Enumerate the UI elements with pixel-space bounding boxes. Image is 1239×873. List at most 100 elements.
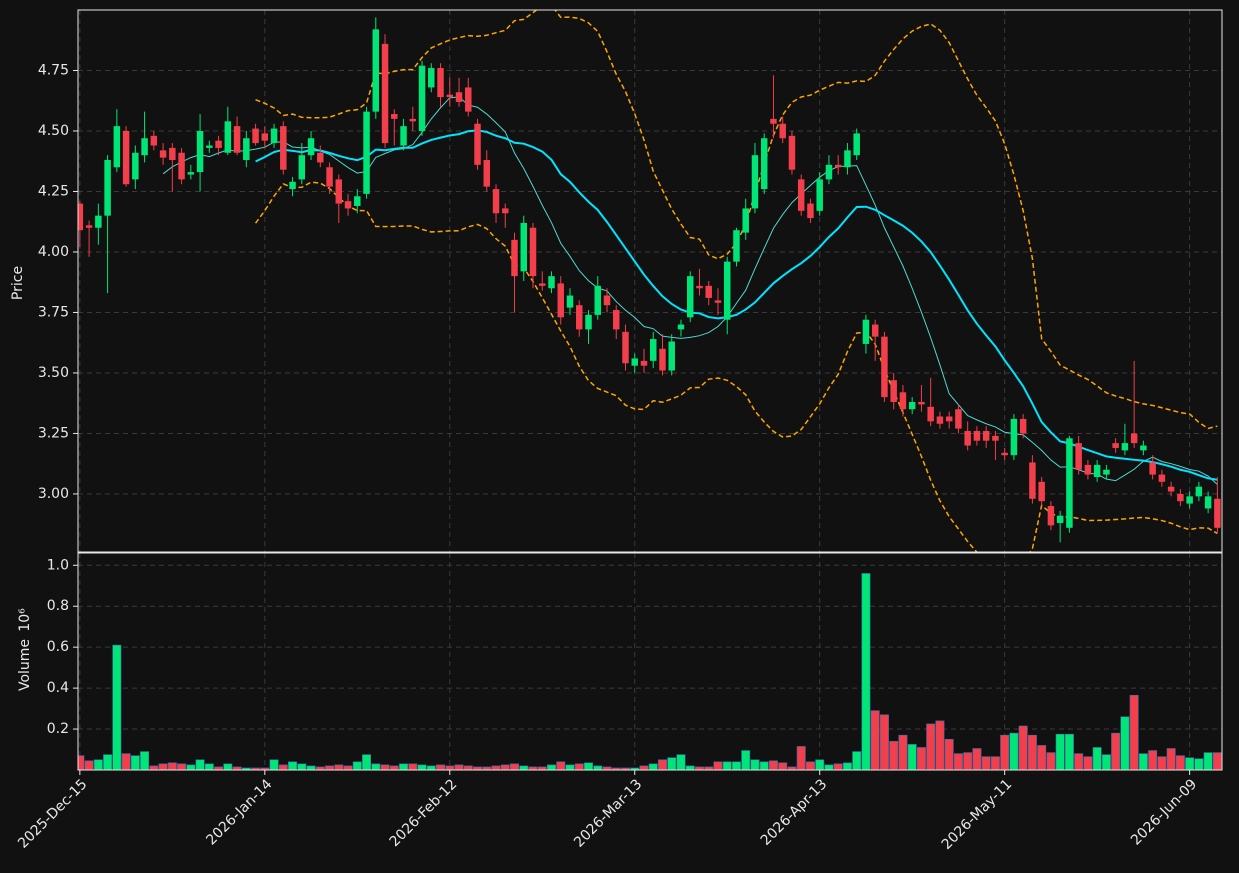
price-tick-label: 3.75 <box>38 304 69 320</box>
volume-bar <box>879 714 889 770</box>
candle-body <box>631 358 638 366</box>
candle-body <box>381 43 389 144</box>
volume-bar <box>574 763 584 770</box>
candle-body <box>557 283 564 318</box>
candle-body <box>85 225 93 228</box>
candle-body <box>816 179 823 211</box>
volume-bar <box>861 573 871 770</box>
volume-bar <box>953 753 963 770</box>
price-panel <box>78 10 1222 552</box>
volume-bar <box>1138 753 1148 770</box>
volume-bar <box>1129 694 1139 770</box>
volume-bar <box>1185 757 1195 770</box>
volume-bar <box>380 764 390 770</box>
candle-body <box>354 196 361 206</box>
candle-body <box>474 123 481 165</box>
volume-bar <box>842 762 852 770</box>
volume-bar <box>685 765 695 770</box>
volume-bar <box>232 766 242 770</box>
candle-body <box>871 324 879 337</box>
candle-body <box>252 128 259 144</box>
volume-bar <box>1120 716 1130 770</box>
candle-body <box>1130 433 1138 444</box>
candle-body <box>483 160 491 187</box>
candle-body <box>1093 464 1101 477</box>
volume-bar <box>805 761 815 770</box>
moving-average <box>162 96 1218 485</box>
candle-body <box>992 435 999 441</box>
volume-bar <box>103 754 113 770</box>
volume-tick-label: 0.6 <box>47 639 69 655</box>
candle-body <box>807 203 814 219</box>
candle-body <box>760 138 768 190</box>
candle-body <box>326 167 333 187</box>
volume-bar <box>84 760 94 770</box>
candle-body <box>104 160 111 216</box>
volume-bar <box>787 766 797 770</box>
candle-body <box>446 94 454 98</box>
candle-body <box>150 135 158 146</box>
price-tick-label: 3.50 <box>38 365 69 381</box>
candle-body <box>335 179 343 204</box>
volume-bar <box>445 765 455 770</box>
candle-body <box>779 123 786 139</box>
volume-bar <box>426 765 436 770</box>
price-tick-label: 4.50 <box>38 123 69 139</box>
volume-bar <box>1203 752 1213 770</box>
price-axis-label: Price <box>10 266 26 300</box>
volume-bar <box>491 765 501 770</box>
candle-body <box>862 319 870 344</box>
candle-body <box>696 285 703 289</box>
volume-bar <box>1157 756 1167 770</box>
candle-body <box>307 138 315 156</box>
candle-body <box>964 431 971 446</box>
volume-bar <box>121 753 131 770</box>
volume-bar <box>926 723 936 770</box>
candle-body <box>270 128 278 144</box>
candle-body <box>520 222 527 272</box>
candle-body <box>1066 438 1073 528</box>
candle-body <box>1214 498 1221 528</box>
candle-body <box>603 295 611 306</box>
volume-bar <box>602 766 612 770</box>
volume-bar <box>334 764 344 770</box>
candle-body <box>594 285 601 315</box>
candle-body <box>927 406 934 422</box>
volume-tick-label: 1.0 <box>47 557 69 573</box>
candle-body <box>261 133 269 141</box>
volume-bar <box>732 761 741 770</box>
volume-bar <box>1083 756 1093 770</box>
volume-bar <box>454 764 464 770</box>
candle-body <box>640 360 648 366</box>
volume-bar <box>889 741 899 770</box>
candle-body <box>317 152 324 163</box>
bollinger-upper <box>255 10 1218 430</box>
volume-bar <box>639 765 649 770</box>
volume-bar <box>186 764 196 770</box>
candle-body <box>363 111 370 194</box>
volume-bar <box>907 744 917 770</box>
volume-bar <box>1018 725 1028 770</box>
candle-body <box>585 314 592 330</box>
volume-bar <box>584 762 593 770</box>
candle-body <box>650 339 657 361</box>
volume-bar <box>833 763 843 770</box>
candle-body <box>400 126 407 146</box>
candle-body <box>576 305 583 330</box>
candle-body <box>770 118 777 124</box>
candle-body <box>280 126 287 170</box>
candle-body <box>1103 469 1110 475</box>
volume-bar <box>658 759 667 770</box>
candle-body <box>1038 481 1045 502</box>
candle-body <box>659 348 666 371</box>
volume-bar <box>473 766 482 770</box>
volume-bar <box>593 765 603 770</box>
volume-bar <box>963 752 973 770</box>
candle-body <box>502 208 509 214</box>
volume-bar <box>565 764 575 770</box>
volume-bar <box>223 763 233 770</box>
candle-body <box>714 300 722 303</box>
volume-bar <box>769 760 778 770</box>
volume-bar <box>112 644 122 770</box>
candle-body <box>511 239 518 277</box>
